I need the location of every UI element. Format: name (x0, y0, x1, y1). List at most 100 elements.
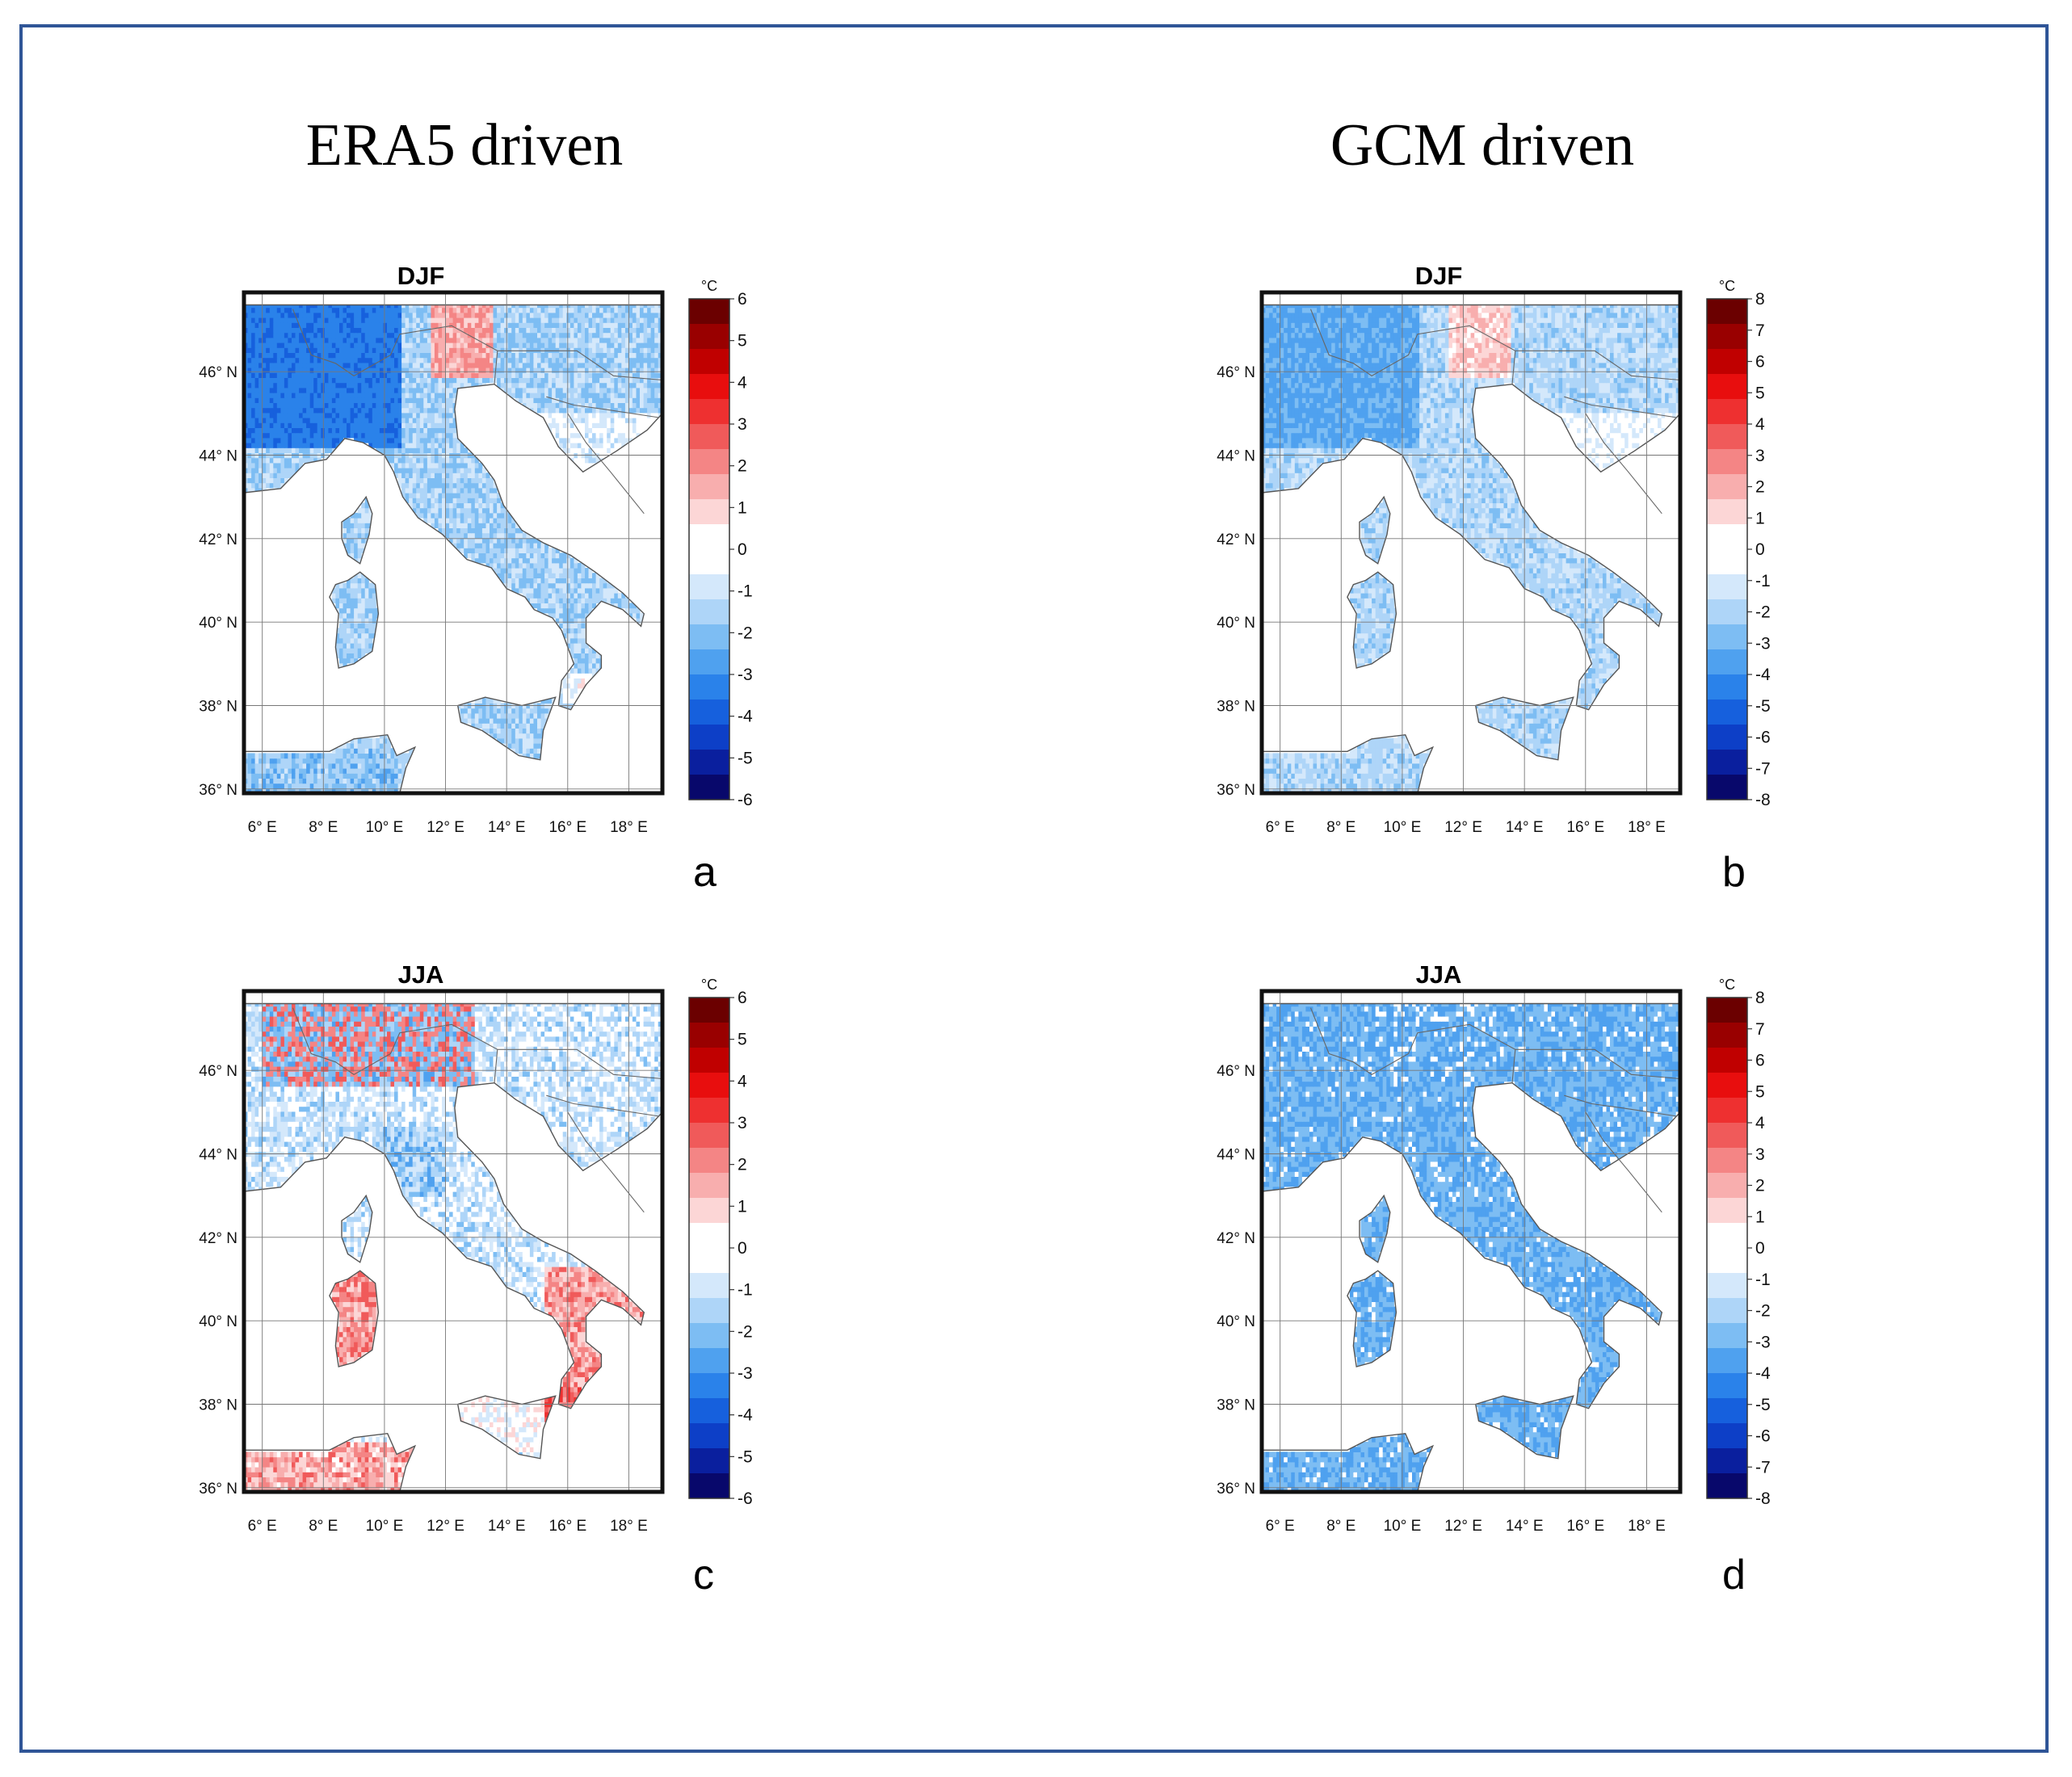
colorbar-tick-label: 6 (738, 989, 747, 1007)
lon-tick-label: 10° E (1384, 1518, 1422, 1535)
map-panel-a: DJF 46° N 44° N 42° N 40° N 38° N 36° N 6° E 8° … (170, 254, 784, 917)
colorbar-tick-label: 8 (1755, 989, 1765, 1007)
colorbar-tick-label: 0 (738, 1239, 747, 1258)
colorbar-tick-label: 4 (738, 1072, 747, 1090)
lat-tick-label: 42° N (1217, 531, 1255, 548)
lon-tick-label: 6° E (1266, 819, 1295, 836)
colorbar-tick-label: -7 (1755, 1458, 1771, 1477)
colorbar-tick-label: 5 (1755, 1082, 1765, 1101)
colorbar-tick-label: 0 (1755, 1239, 1765, 1258)
graticule (244, 991, 662, 1492)
coastlines (244, 304, 662, 793)
map-area (242, 989, 665, 1494)
colorbar-unit: °C (1719, 278, 1735, 294)
colorbar-tick-label: -5 (1755, 1396, 1771, 1414)
colorbar-tick-label: -2 (1755, 603, 1771, 622)
map-svg-c: JJA 46° N 44° N 42° N 40° N 38° N 36° N 6° E 8° … (199, 960, 753, 1535)
lon-tick-label: 12° E (427, 1518, 464, 1535)
map-area (1259, 290, 1683, 796)
colorbar-tick-label: 5 (738, 1031, 747, 1049)
lat-tick-label: 36° N (199, 1481, 237, 1498)
lon-tick-label: 14° E (1506, 1518, 1544, 1535)
colorbar-tick-label: 4 (1755, 415, 1765, 434)
lon-tick-label: 8° E (1326, 1518, 1355, 1535)
anomaly-field (244, 1003, 662, 1492)
lon-tick-label: 14° E (488, 819, 526, 836)
colorbar-tick-label: 3 (1755, 447, 1765, 465)
map-panel-d: JJA 46° N 44° N 42° N 40° N 38° N 36° N 6° E 8° … (1187, 953, 1801, 1615)
colorbar-tick-label: 1 (738, 498, 747, 517)
colorbar-tick-label: 5 (738, 332, 747, 351)
lat-tick-label: 36° N (1217, 782, 1255, 799)
colorbar-tick-label: 4 (738, 373, 747, 392)
lon-tick-label: 6° E (248, 1518, 277, 1535)
colorbar-tick-label: 4 (1755, 1114, 1765, 1132)
column-title-left: ERA5 driven (101, 111, 828, 180)
lon-tick-label: 18° E (610, 1518, 648, 1535)
colorbar-tick-label: -1 (1755, 1271, 1771, 1289)
lon-tick-label: 14° E (1506, 819, 1544, 836)
lon-tick-label: 10° E (366, 1518, 404, 1535)
colorbar-tick-label: -1 (738, 1281, 753, 1300)
colorbar-tick-label: -5 (738, 749, 753, 767)
colorbar-tick-label: -5 (1755, 697, 1771, 716)
colorbar-tick-label: 8 (1755, 290, 1765, 309)
map-svg-b: DJF 46° N 44° N 42° N 40° N 38° N 36° N 6° E 8° … (1217, 262, 1771, 836)
colorbar-tick-label: 1 (1755, 1208, 1765, 1226)
colorbar-tick-label: -5 (738, 1447, 753, 1466)
map-area (1259, 989, 1683, 1494)
lon-tick-label: 10° E (366, 819, 404, 836)
colorbar-tick-label: -1 (1755, 572, 1771, 590)
lat-tick-label: 42° N (1217, 1230, 1255, 1247)
season-title: JJA (1416, 960, 1462, 989)
colorbar-tick-label: -3 (1755, 634, 1771, 653)
colorbar (1706, 997, 1752, 1499)
lat-tick-label: 42° N (199, 531, 237, 548)
colorbar-tick-label: -4 (738, 1406, 753, 1425)
lat-tick-label: 40° N (1217, 615, 1255, 632)
map-frame (242, 989, 665, 1494)
lat-tick-label: 46° N (1217, 364, 1255, 381)
lon-tick-label: 16° E (548, 1518, 586, 1535)
colorbar-tick-label: 2 (738, 457, 747, 476)
colorbar-tick-label: 3 (738, 415, 747, 434)
coastlines (244, 1002, 662, 1492)
colorbar-unit: °C (1719, 977, 1735, 993)
colorbar-tick-label: -3 (1755, 1333, 1771, 1351)
graticule (1262, 292, 1680, 793)
lat-tick-label: 46° N (1217, 1063, 1255, 1080)
lon-tick-label: 18° E (1628, 1518, 1666, 1535)
lon-tick-label: 18° E (1628, 819, 1666, 836)
colorbar-tick-label: -1 (738, 582, 753, 601)
colorbar-unit: °C (701, 977, 717, 993)
map-svg-a: DJF 46° N 44° N 42° N 40° N 38° N 36° N 6° E 8° … (199, 262, 753, 836)
colorbar-tick-label: 5 (1755, 384, 1765, 402)
lat-tick-label: 40° N (199, 1313, 237, 1330)
lon-tick-label: 16° E (1566, 819, 1604, 836)
colorbar-tick-label: -6 (1755, 729, 1771, 747)
anomaly-field (1262, 1003, 1680, 1492)
colorbar-tick-label: -4 (738, 708, 753, 726)
colorbar-tick-label: 1 (1755, 509, 1765, 527)
lon-tick-label: 12° E (1444, 819, 1482, 836)
map-area (242, 290, 665, 796)
colorbar-tick-label: 1 (738, 1197, 747, 1216)
map-panel-b: DJF 46° N 44° N 42° N 40° N 38° N 36° N 6° E 8° … (1187, 254, 1801, 917)
colorbar-tick-label: 3 (738, 1114, 747, 1132)
colorbar-tick-label: 6 (738, 290, 747, 309)
lon-tick-label: 16° E (1566, 1518, 1604, 1535)
colorbar (688, 997, 734, 1499)
coastlines (1262, 1002, 1680, 1492)
colorbar-tick-label: -3 (738, 666, 753, 684)
colorbar (688, 298, 734, 800)
season-title: DJF (397, 262, 445, 290)
colorbar-tick-label: 7 (1755, 321, 1765, 340)
lat-tick-label: 46° N (199, 1063, 237, 1080)
panel-letter-a: a (693, 848, 717, 897)
colorbar-unit: °C (701, 278, 717, 294)
lat-tick-label: 38° N (1217, 1397, 1255, 1414)
colorbar-tick-label: 3 (1755, 1145, 1765, 1164)
lat-tick-label: 38° N (199, 1397, 237, 1414)
colorbar-tick-label: 0 (1755, 540, 1765, 559)
season-title: JJA (398, 960, 444, 989)
